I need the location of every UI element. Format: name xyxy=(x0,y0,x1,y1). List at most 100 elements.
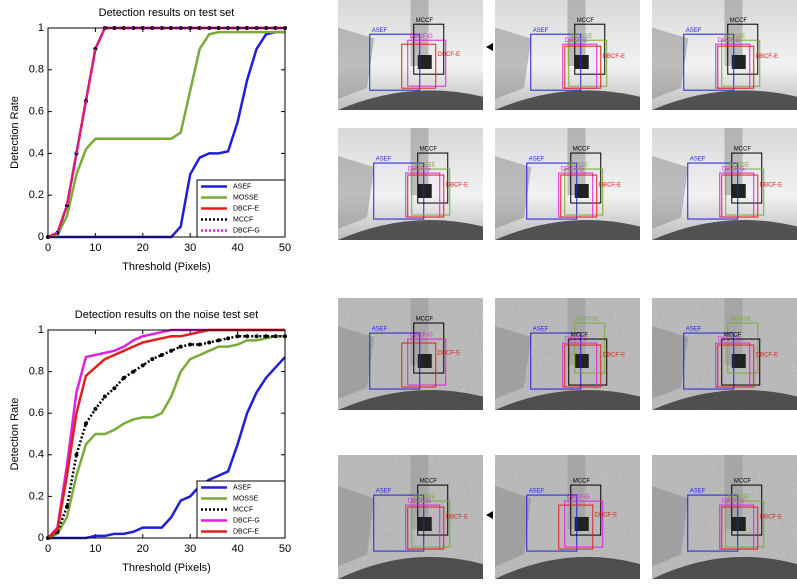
box-label: DBCF-E xyxy=(756,353,778,359)
series-line xyxy=(47,334,285,540)
plot-frame xyxy=(47,329,286,539)
chart: Detection results on test set Threshold (… xyxy=(9,7,291,273)
image-shape xyxy=(410,0,429,66)
box-label: DBCF-G xyxy=(565,337,588,343)
tracking-box xyxy=(411,168,451,216)
series-point xyxy=(178,344,183,349)
box-label: DBCF-G xyxy=(408,499,431,505)
image-shape xyxy=(495,27,532,99)
image-panel: ASEF MCCF DBCF-G DBCF-E xyxy=(338,298,483,410)
tracking-box xyxy=(369,33,421,91)
tracking-box xyxy=(683,33,735,91)
image-shape xyxy=(417,517,432,531)
image-shape xyxy=(652,220,797,240)
tracking-box xyxy=(369,332,421,390)
box-label: DBCF-G xyxy=(410,34,433,40)
box-label: MOSSE xyxy=(577,317,599,323)
image-shape xyxy=(338,556,483,579)
x-tick-label: 30 xyxy=(184,242,196,254)
image-shape xyxy=(417,184,432,198)
tracking-box xyxy=(687,494,739,552)
image-shape xyxy=(338,326,375,399)
tracking-box xyxy=(725,500,765,548)
x-tick-label: 40 xyxy=(231,543,243,555)
box-label: DBCF-E xyxy=(438,52,460,58)
box-label: DBCF-E xyxy=(760,515,782,521)
series-point xyxy=(169,348,174,353)
image-shape xyxy=(410,298,429,366)
image-shape xyxy=(574,55,589,69)
box-label: DBCF-G xyxy=(565,38,588,44)
box-label: DBCF-G xyxy=(718,38,741,44)
box-label: ASEF xyxy=(533,28,549,34)
image-shape xyxy=(652,486,689,567)
y-tick-label: 0 xyxy=(38,532,44,544)
tracking-box xyxy=(568,338,608,386)
legend-label: DBCF-E xyxy=(233,528,259,535)
box-label: DBCF-G xyxy=(722,167,745,173)
y-tick-label: 0.8 xyxy=(29,64,44,76)
box-label: MCCF xyxy=(420,479,438,485)
legend-box xyxy=(196,480,286,539)
marker-arrow xyxy=(486,43,493,51)
tracking-box xyxy=(413,322,445,374)
series-point xyxy=(64,504,69,509)
box-label: ASEF xyxy=(533,327,549,333)
box-label: MOSSE xyxy=(567,163,589,169)
y-axis-label: Detection Rate xyxy=(9,398,21,471)
image-shape xyxy=(652,27,689,99)
tracking-box xyxy=(417,484,449,536)
tracking-box xyxy=(411,500,451,548)
y-tick-label: 1 xyxy=(38,324,44,336)
image-shape xyxy=(724,298,743,366)
image-shape xyxy=(495,326,532,399)
tracking-box xyxy=(564,45,602,89)
box-label: ASEF xyxy=(690,157,706,163)
image-shape xyxy=(731,184,746,198)
image-shape xyxy=(495,90,640,110)
box-label: ASEF xyxy=(690,489,706,495)
box-label: DBCF-E xyxy=(756,54,778,60)
image-shape xyxy=(338,220,483,240)
box-label: MCCF xyxy=(730,18,748,24)
box-label: DBCF-G xyxy=(561,167,584,173)
chart: Detection results on the noise test set T… xyxy=(9,309,291,574)
legend-label: MOSSE xyxy=(233,495,259,502)
x-tick-label: 20 xyxy=(137,543,149,555)
x-tick-label: 30 xyxy=(184,543,196,555)
series-point xyxy=(254,334,259,339)
series-point xyxy=(273,334,278,339)
tracking-box xyxy=(558,504,594,550)
image-shape xyxy=(731,517,746,531)
tracking-box xyxy=(727,322,759,374)
box-label: ASEF xyxy=(372,28,388,34)
box-label: ASEF xyxy=(376,157,392,163)
tracking-box xyxy=(717,45,755,89)
image-shape xyxy=(567,455,586,530)
series-point xyxy=(216,338,221,343)
image-shape xyxy=(495,390,640,410)
box-label: MCCF xyxy=(416,18,434,24)
marker-arrow xyxy=(486,511,493,519)
image-shape xyxy=(495,156,532,229)
image-shape xyxy=(574,517,589,531)
image-shape xyxy=(338,486,375,567)
legend-label: MCCF xyxy=(233,216,253,223)
tracking-box xyxy=(526,162,578,220)
box-label: MCCF xyxy=(573,479,591,485)
box-label: MCCF xyxy=(724,333,742,339)
box-label: MCCF xyxy=(577,18,595,24)
box-label: DBCF-E xyxy=(446,515,468,521)
box-label: MOSSE xyxy=(571,34,593,40)
series-point xyxy=(197,342,202,347)
series-point xyxy=(159,352,164,357)
series-point xyxy=(207,340,212,345)
tracking-box xyxy=(721,174,759,218)
series-point xyxy=(131,369,136,374)
